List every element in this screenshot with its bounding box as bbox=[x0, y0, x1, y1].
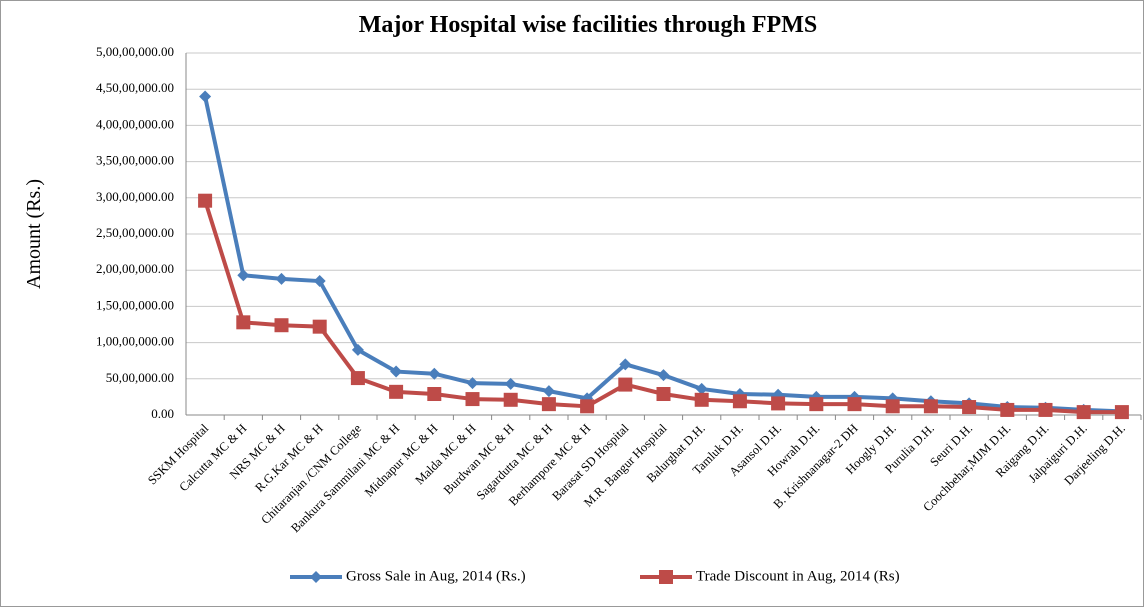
data-point bbox=[312, 319, 327, 334]
legend-marker bbox=[310, 571, 322, 583]
y-tick-label: 1,50,00,000.00 bbox=[96, 297, 174, 312]
data-point bbox=[962, 400, 977, 415]
y-axis-label: Amount (Rs.) bbox=[23, 179, 45, 289]
data-point bbox=[656, 387, 671, 402]
y-tick-label: 2,00,00,000.00 bbox=[96, 261, 174, 276]
chart-title: Major Hospital wise facilities through F… bbox=[359, 12, 817, 38]
data-point bbox=[427, 387, 442, 402]
data-point bbox=[504, 377, 517, 390]
y-tick-label: 3,50,00,000.00 bbox=[96, 153, 174, 168]
data-point bbox=[847, 397, 862, 412]
data-point bbox=[351, 343, 364, 356]
y-tick-label: 3,00,00,000.00 bbox=[96, 189, 174, 204]
data-point bbox=[1000, 402, 1015, 417]
data-point bbox=[1038, 402, 1053, 417]
legend-label: Gross Sale in Aug, 2014 (Rs.) bbox=[346, 568, 526, 584]
y-tick-label: 0.00 bbox=[151, 406, 174, 421]
data-point bbox=[198, 193, 213, 208]
y-tick-label: 4,50,00,000.00 bbox=[96, 80, 174, 95]
y-tick-label: 1,00,00,000.00 bbox=[96, 334, 174, 349]
data-point bbox=[199, 90, 212, 103]
legend-marker bbox=[659, 570, 673, 584]
data-point bbox=[732, 394, 747, 409]
data-point bbox=[694, 392, 709, 407]
data-point bbox=[580, 399, 595, 414]
y-tick-label: 4,00,00,000.00 bbox=[96, 116, 174, 131]
data-point bbox=[619, 358, 632, 371]
data-point bbox=[503, 392, 518, 407]
data-point bbox=[542, 385, 555, 398]
data-point bbox=[390, 365, 403, 378]
y-tick-label: 2,50,00,000.00 bbox=[96, 225, 174, 240]
data-point bbox=[1114, 405, 1129, 420]
y-tick-label: 50,00,000.00 bbox=[106, 370, 174, 385]
data-point bbox=[428, 367, 441, 380]
data-point bbox=[389, 384, 404, 399]
data-point bbox=[809, 397, 824, 412]
data-point bbox=[923, 399, 938, 414]
data-point bbox=[236, 315, 251, 330]
legend-label: Trade Discount in Aug, 2014 (Rs) bbox=[696, 568, 900, 584]
y-tick-label: 5,00,00,000.00 bbox=[96, 44, 174, 59]
data-point bbox=[657, 369, 670, 382]
data-point bbox=[466, 377, 479, 390]
data-point bbox=[695, 382, 708, 395]
data-point bbox=[237, 269, 250, 282]
data-point bbox=[275, 272, 288, 285]
data-point bbox=[1076, 405, 1091, 420]
data-point bbox=[350, 371, 365, 386]
data-point bbox=[313, 275, 326, 288]
data-point bbox=[771, 396, 786, 411]
data-point bbox=[274, 318, 289, 333]
data-point bbox=[885, 399, 900, 414]
data-point bbox=[618, 377, 633, 392]
data-point bbox=[541, 397, 556, 412]
data-point bbox=[465, 392, 480, 407]
